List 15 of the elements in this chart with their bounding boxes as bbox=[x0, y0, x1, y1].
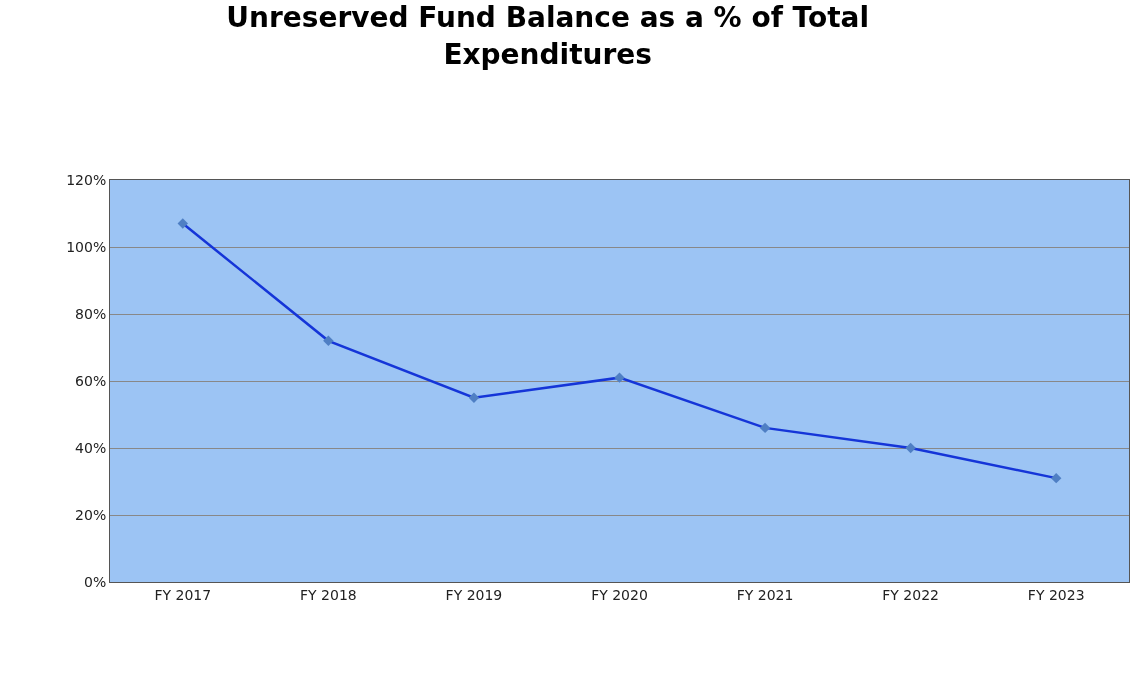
x-tick-label: FY 2020 bbox=[591, 586, 648, 603]
y-tick-label: 20% bbox=[75, 506, 107, 523]
y-tick-label: 0% bbox=[83, 573, 107, 590]
x-tick-label: FY 2019 bbox=[445, 586, 503, 603]
y-tick-label: 100% bbox=[66, 238, 107, 255]
y-tick-label: 60% bbox=[75, 372, 107, 389]
y-tick-label: 120% bbox=[66, 171, 107, 188]
x-tick-label: FY 2018 bbox=[300, 586, 357, 603]
x-tick-label: FY 2017 bbox=[154, 586, 212, 603]
x-tick-label: FY 2023 bbox=[1027, 586, 1085, 603]
chart-title: Unreserved Fund Balance as a % of Total Expenditures bbox=[226, 1, 870, 71]
x-tick-label: FY 2022 bbox=[882, 586, 939, 603]
y-tick-label: 80% bbox=[75, 305, 107, 322]
x-tick-label: FY 2021 bbox=[736, 586, 794, 603]
y-tick-label: 40% bbox=[75, 439, 107, 456]
